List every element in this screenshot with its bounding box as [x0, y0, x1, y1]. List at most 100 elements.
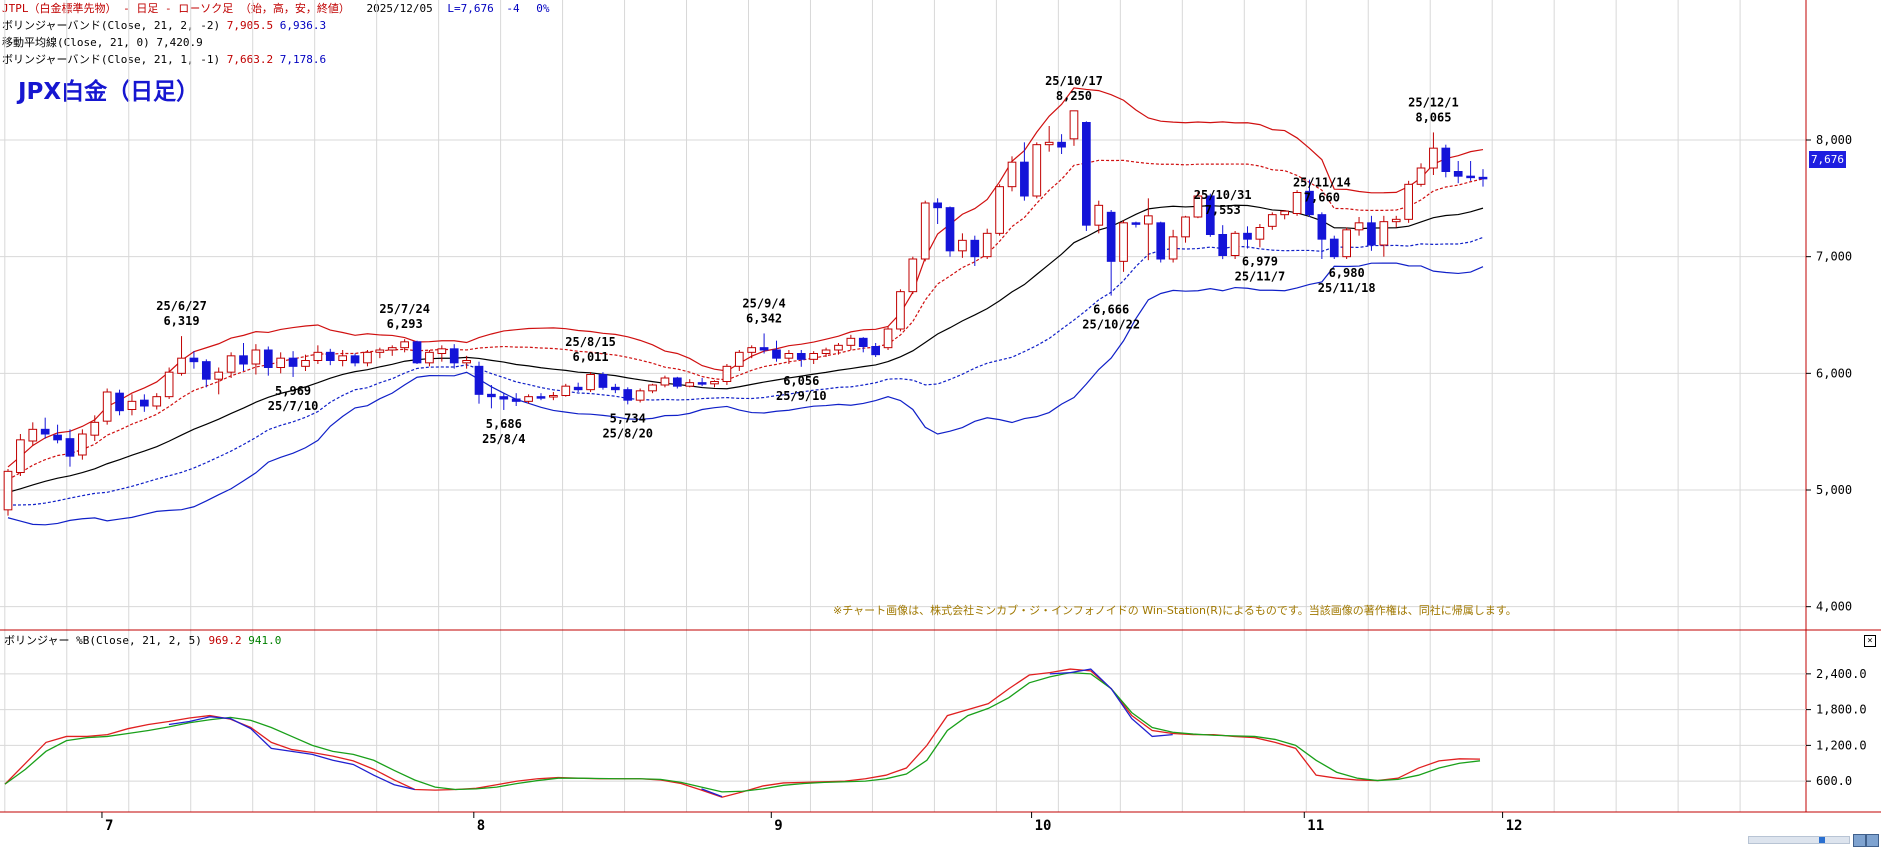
- candle-body: [1280, 210, 1290, 216]
- candle-body: [28, 428, 38, 442]
- candle-body: [660, 377, 670, 386]
- annotation-value: 7,553: [1205, 203, 1241, 217]
- oscillator-green-line: [4, 672, 1481, 793]
- bollinger-2sigma-upper-value: 7,905.5: [226, 19, 274, 32]
- candle-body: [846, 337, 856, 346]
- candle-body: [623, 389, 633, 401]
- candle-body: [1131, 222, 1141, 225]
- candle-body: [1391, 218, 1401, 223]
- copyright-notice: ※チャート画像は、株式会社ミンカブ・ジ・インフォノイドの Win-Station…: [833, 604, 1517, 617]
- candle-body: [177, 357, 186, 374]
- scrollbar-thumb[interactable]: [1819, 837, 1825, 843]
- candle-body: [1020, 161, 1029, 197]
- candle-body: [722, 365, 732, 383]
- candle-body: [425, 351, 434, 364]
- annotation-value: 6,980: [1329, 266, 1365, 280]
- candle-body: [1143, 215, 1153, 225]
- candle-body: [239, 355, 248, 365]
- candle-body: [1478, 176, 1488, 180]
- candle-body: [747, 347, 757, 353]
- bollinger-upper-1sigma-line: [7, 159, 1484, 481]
- price-change: -4: [506, 2, 520, 15]
- grid: [0, 0, 1806, 812]
- oscillator-value-2: 941.0: [248, 634, 282, 647]
- oscillator-blue-line: [1049, 668, 1173, 738]
- price-tick-label: 7,000: [1816, 250, 1852, 264]
- oscillator-tick-label: 600.0: [1816, 774, 1852, 788]
- zoom-in-button[interactable]: [1866, 834, 1879, 847]
- candle-body: [920, 202, 930, 260]
- last-price-label: L=7,676: [447, 2, 494, 15]
- month-label: 7: [105, 818, 113, 834]
- oscillator-red-line: [4, 668, 1481, 798]
- time-scrollbar[interactable]: [1748, 836, 1850, 844]
- candle-body: [536, 396, 546, 399]
- candle-body: [1069, 110, 1079, 140]
- candle-body: [1255, 227, 1265, 240]
- close-oscillator-button[interactable]: ×: [1864, 635, 1876, 647]
- candle-body: [1441, 147, 1451, 173]
- candle-body: [685, 382, 695, 387]
- candle-body: [611, 386, 620, 391]
- candle-body: [1342, 229, 1351, 258]
- candle-body: [189, 357, 199, 363]
- annotation-value: 5,686: [486, 417, 522, 431]
- oscillator-tick-label: 2,400.0: [1816, 667, 1867, 681]
- candle-body: [858, 337, 868, 348]
- annotation-value: 8,250: [1056, 89, 1092, 103]
- month-label: 10: [1035, 818, 1052, 834]
- candle-body: [1230, 232, 1240, 256]
- annotation-date: 25/8/4: [482, 432, 525, 446]
- candle-body: [276, 357, 286, 368]
- bollinger-2sigma-label: ボリンジャーバンド(Close, 21, 2, -2): [2, 19, 221, 32]
- candle-body: [313, 351, 323, 362]
- candle-body: [635, 390, 645, 401]
- candlesticks[interactable]: [3, 110, 1488, 516]
- candle-body: [1205, 195, 1215, 235]
- candle-body: [1218, 234, 1228, 256]
- candle-body: [511, 398, 521, 402]
- annotation-date: 25/8/20: [602, 426, 653, 440]
- chart-title: JPX白金（日足）: [18, 79, 200, 105]
- candle-body: [809, 353, 819, 360]
- candle-body: [1354, 222, 1364, 231]
- candle-body: [883, 328, 893, 349]
- moving-average-label: 移動平均線(Close, 21, 0): [2, 36, 150, 49]
- zoom-out-button[interactable]: [1853, 834, 1866, 847]
- candle-body: [1119, 222, 1128, 262]
- candle-body: [412, 341, 422, 364]
- candle-body: [152, 396, 162, 407]
- indicator-legend-line1: JTPL（白金標準先物） - 日足 - ローソク足 （始，高，安，終値） 202…: [2, 1, 549, 17]
- price-tick-label: 8,000: [1816, 133, 1852, 147]
- annotation-date: 25/11/18: [1318, 281, 1376, 295]
- candle-body: [1082, 122, 1091, 226]
- candle-body: [400, 341, 409, 349]
- candle-body: [561, 385, 571, 396]
- candle-body: [3, 470, 13, 511]
- candle-body: [821, 349, 831, 354]
- annotation-date: 25/7/10: [268, 399, 319, 413]
- candle-body: [970, 239, 980, 258]
- month-label: 11: [1307, 818, 1324, 834]
- candle-body: [772, 349, 781, 359]
- annotation-date: 25/8/15: [565, 335, 616, 349]
- candle-body: [1305, 190, 1314, 216]
- candle-body: [784, 353, 794, 359]
- candle-body: [102, 391, 112, 422]
- candle-body: [53, 434, 62, 441]
- percent-b-oscillator[interactable]: 600.0 1,200.0 1,800.0 2,400.0: [0, 667, 1867, 798]
- candle-body: [759, 347, 769, 351]
- candle-body: [1292, 192, 1302, 214]
- annotation-value: 6,056: [783, 374, 819, 388]
- candle-body: [995, 186, 1004, 234]
- bollinger-1sigma-label: ボリンジャーバンド(Close, 21, 1, -1): [2, 53, 221, 66]
- annotation-value: 6,293: [387, 317, 423, 331]
- annotation-value: 7,660: [1304, 190, 1340, 204]
- price-tick-label: 4,000: [1816, 600, 1852, 614]
- bollinger-upper-2sigma-line: [7, 87, 1484, 468]
- candle-body: [598, 374, 608, 388]
- candle-body: [338, 355, 348, 362]
